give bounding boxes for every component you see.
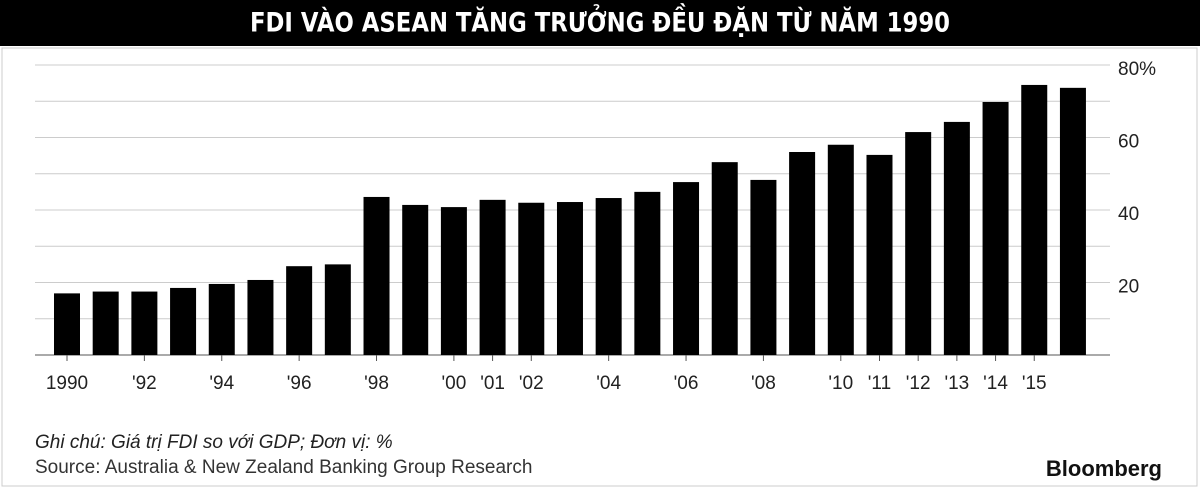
x-tick-label: '92: [132, 373, 157, 394]
x-tick-label: '15: [1022, 373, 1047, 394]
bar: [634, 191, 661, 355]
bar: [286, 266, 313, 355]
bar: [1059, 87, 1086, 356]
title-banner: [0, 0, 1200, 46]
bar: [170, 287, 197, 355]
bar: [827, 144, 854, 355]
bar: [324, 264, 351, 355]
bar: [1021, 84, 1048, 355]
bar: [208, 283, 235, 355]
bar: [789, 152, 816, 355]
y-tick-label: 60: [1118, 132, 1139, 153]
bar: [943, 121, 970, 355]
y-tick-label: 80%: [1118, 59, 1156, 80]
x-tick-label: '94: [209, 373, 234, 394]
x-tick-label: '12: [906, 373, 931, 394]
bar: [247, 279, 274, 355]
bar: [595, 198, 622, 355]
source: Source: Australia & New Zealand Banking …: [35, 457, 532, 478]
bar: [54, 293, 80, 355]
bar: [673, 182, 700, 355]
x-tick-label: '08: [751, 373, 776, 394]
chart-title: FDI VÀO ASEAN TĂNG TRƯỞNG ĐỀU ĐẶN TỪ NĂM…: [250, 3, 950, 39]
note: Ghi chú: Giá trị FDI so với GDP; Đơn vị:…: [35, 432, 393, 453]
x-tick-label: '11: [868, 373, 891, 394]
x-tick-label: '06: [674, 373, 699, 394]
bar: [711, 162, 738, 355]
brand: Bloomberg: [1046, 456, 1162, 481]
x-tick-label: '10: [828, 373, 853, 394]
x-tick-label: '01: [480, 373, 505, 394]
x-tick-label: '98: [364, 373, 389, 394]
bar: [905, 132, 932, 355]
bar: [479, 199, 506, 355]
bar: [750, 179, 777, 355]
frame: [1, 47, 1198, 487]
x-tick-label: '13: [944, 373, 969, 394]
bar: [363, 196, 390, 355]
x-tick-label: '00: [442, 373, 467, 394]
x-tick-label: '14: [983, 373, 1008, 394]
bar: [402, 204, 429, 355]
bar: [131, 291, 158, 355]
y-tick-label: 20: [1118, 277, 1139, 298]
x-tick-label: '96: [287, 373, 312, 394]
bar: [982, 101, 1009, 355]
bar: [866, 154, 893, 355]
x-tick-label: '04: [596, 373, 621, 394]
bar: [92, 291, 119, 355]
x-tick-label: '02: [519, 373, 544, 394]
y-tick-label: 40: [1118, 204, 1139, 225]
bar: [518, 202, 545, 355]
bar: [440, 207, 467, 355]
x-tick-label: 1990: [46, 373, 88, 394]
bar: [556, 202, 583, 355]
